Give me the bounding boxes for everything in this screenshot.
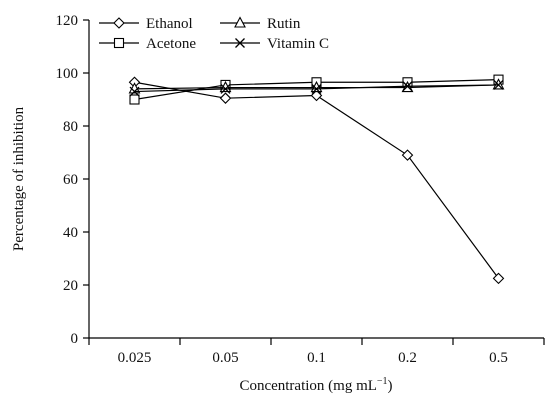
legend-marker-vitamin-c	[235, 38, 245, 48]
x-tick-label: 0.5	[489, 350, 508, 366]
legend-marker-ethanol	[113, 17, 125, 29]
x-axis-title: Concentration (mg mL−1)	[239, 376, 392, 394]
x-tick-label: 0.2	[398, 350, 417, 366]
series-line-ethanol	[134, 81, 499, 279]
legend-label: Acetone	[146, 36, 196, 52]
data-point-vitamin-c	[129, 86, 140, 97]
y-axis-ticks: 0 20 40 60 80 100 120	[56, 13, 89, 347]
y-tick-label: 40	[63, 225, 78, 241]
legend-item-ethanol: Ethanol	[99, 16, 193, 32]
data-point-vitamin-c	[220, 83, 231, 94]
plot-area: 0 20 40 60 80 100 120 0.025 0.05 0.1 0.2 0.5 Ethan…	[56, 13, 545, 366]
y-tick-label: 60	[63, 172, 78, 188]
legend-label: Vitamin C	[267, 36, 329, 52]
series-ethanol	[128, 76, 505, 285]
legend-marker-acetone	[113, 37, 125, 49]
y-tick-label: 120	[56, 13, 79, 29]
x-tick-label: 0.05	[212, 350, 238, 366]
series-vitamin-c	[129, 79, 504, 97]
legend-marker-rutin	[234, 16, 246, 28]
data-point-ethanol	[310, 89, 323, 102]
y-tick-label: 20	[63, 278, 78, 294]
legend: Ethanol Acetone Rutin Vitamin C	[99, 16, 329, 52]
data-point-vitamin-c	[493, 79, 504, 90]
legend-item-rutin: Rutin	[220, 16, 301, 32]
data-point-vitamin-c	[311, 83, 322, 94]
y-tick-label: 0	[71, 331, 79, 347]
series-group	[128, 74, 505, 285]
data-point-ethanol	[492, 272, 505, 285]
legend-label: Ethanol	[146, 16, 193, 32]
legend-label: Rutin	[267, 16, 301, 32]
legend-item-acetone: Acetone	[99, 36, 196, 52]
x-axis-title-exponent: −1	[377, 376, 388, 387]
data-point-ethanol	[401, 149, 414, 161]
data-point-vitamin-c	[402, 81, 413, 92]
data-point-ethanol	[219, 92, 232, 104]
x-tick-label: 0.025	[118, 350, 152, 366]
legend-item-vitamin-c: Vitamin C	[220, 36, 329, 52]
x-axis-ticks: 0.025 0.05 0.1 0.2 0.5	[88, 338, 545, 366]
y-tick-label: 80	[63, 119, 78, 135]
data-point-acetone	[129, 94, 140, 105]
x-tick-label: 0.1	[307, 350, 326, 366]
y-axis-title: Percentage of inhibition	[11, 106, 27, 251]
y-tick-label: 100	[56, 66, 79, 82]
